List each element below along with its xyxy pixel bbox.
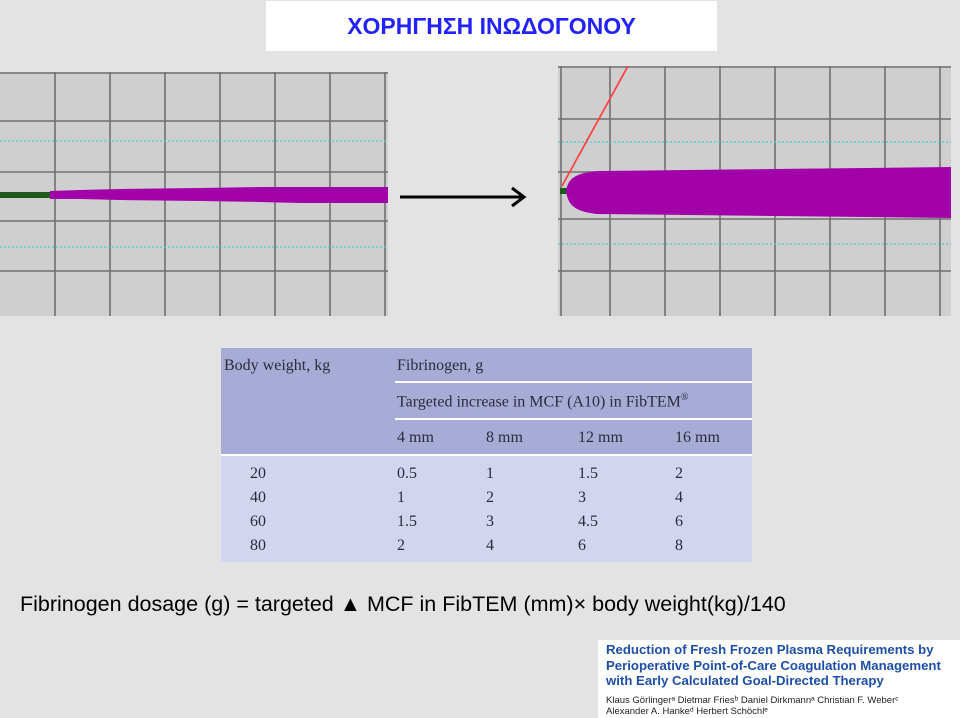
fibrinogen-dosing-table: Body weight, kg Fibrinogen, g Targeted i…: [221, 348, 752, 562]
header-divider: [395, 418, 752, 420]
row-value: 4: [675, 489, 683, 506]
trace-after-panel: [558, 66, 951, 316]
row-value: 1.5: [397, 513, 417, 530]
sub-header-mcf: Targeted increase in MCF (A10) in FibTEM…: [397, 392, 688, 411]
reference-authors-line: Alexander A. Hankeᵈ Herbert Schöchlᵉ: [606, 706, 768, 717]
row-weight: 40: [250, 489, 266, 506]
col-header-body-weight: Body weight, kg: [224, 357, 331, 374]
reference-authors-line: Klaus Görlingerᵃ Dietmar Friesᵇ Daniel D…: [606, 695, 899, 706]
row-value: 6: [675, 513, 683, 530]
reference-box: Reduction of Fresh Frozen Plasma Require…: [598, 640, 960, 718]
title-box: ΧΟΡΗΓΗΣΗ ΙΝΩΔΟΓΟΝΟΥ: [266, 1, 717, 51]
trace-before-svg: [0, 72, 388, 316]
table-header: [221, 348, 752, 455]
col-header-4mm: 4 mm: [397, 429, 434, 446]
row-value: 4: [486, 537, 494, 554]
trace-after-svg: [558, 66, 951, 316]
row-value: 1.5: [578, 465, 598, 482]
row-weight: 80: [250, 537, 266, 554]
row-value: 2: [486, 489, 494, 506]
header-body-divider: [221, 454, 752, 456]
row-value: 6: [578, 537, 586, 554]
reference-title: Reduction of Fresh Frozen Plasma Require…: [606, 642, 941, 688]
row-value: 2: [397, 537, 405, 554]
row-value: 1: [397, 489, 405, 506]
row-weight: 60: [250, 513, 266, 530]
row-value: 8: [675, 537, 683, 554]
row-value: 4.5: [578, 513, 598, 530]
row-value: 3: [486, 513, 494, 530]
row-value: 1: [486, 465, 494, 482]
row-value: 2: [675, 465, 683, 482]
row-weight: 20: [250, 465, 266, 482]
trace-before-panel: [0, 72, 388, 316]
slide-title: ΧΟΡΗΓΗΣΗ ΙΝΩΔΟΓΟΝΟΥ: [347, 12, 636, 39]
table-body: [221, 455, 752, 562]
reference-authors: Klaus Görlingerᵃ Dietmar Friesᵇ Daniel D…: [606, 695, 899, 717]
dosage-formula: Fibrinogen dosage (g) = targeted ▲ MCF i…: [20, 592, 786, 616]
col-header-fibrinogen: Fibrinogen, g: [397, 357, 484, 374]
header-divider: [395, 381, 752, 383]
col-header-8mm: 8 mm: [486, 429, 523, 446]
col-header-12mm: 12 mm: [578, 429, 623, 446]
row-value: 3: [578, 489, 586, 506]
col-header-16mm: 16 mm: [675, 429, 720, 446]
sub-header-text: Targeted increase in MCF (A10) in FibTEM: [397, 393, 681, 411]
row-value: 0.5: [397, 465, 417, 482]
right-arrow-icon: [400, 186, 530, 213]
registered-mark: ®: [680, 392, 689, 403]
